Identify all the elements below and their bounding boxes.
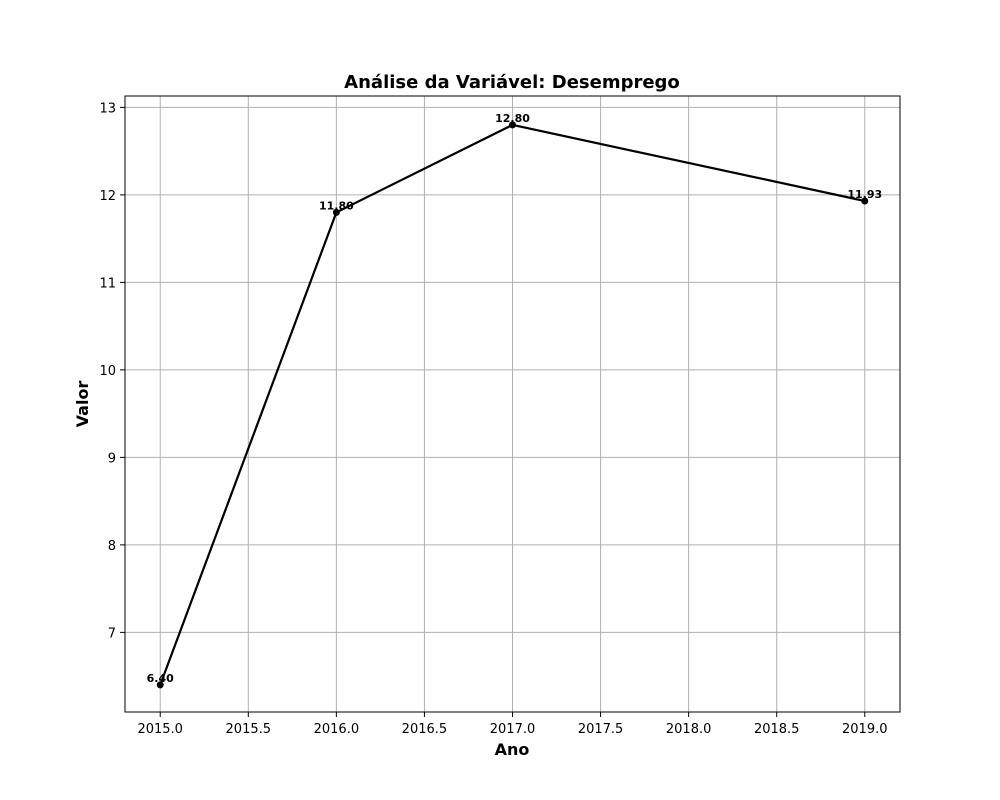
x-tick-label: 2016.0 [314, 722, 360, 737]
data-label: 11.93 [847, 188, 882, 201]
y-axis-label: Valor [73, 381, 92, 428]
x-tick-label: 2018.5 [754, 722, 800, 737]
y-tick-label: 7 [108, 626, 116, 641]
data-label: 6.40 [147, 672, 174, 685]
x-tick-label: 2015.0 [137, 722, 183, 737]
tick-layer: 2015.0 2015.5 2016.0 2016.5 2017.0 2017.5 2018… [99, 101, 887, 737]
series-line [159, 123, 866, 686]
y-tick-label: 8 [108, 539, 116, 554]
grid-layer [125, 96, 900, 712]
x-tick-label: 2016.5 [402, 722, 448, 737]
y-tick-label: 11 [99, 276, 116, 291]
chart-title: Análise da Variável: Desemprego [344, 72, 680, 93]
y-tick-label: 12 [99, 189, 116, 204]
data-point [861, 197, 869, 205]
data-label: 11.80 [319, 199, 354, 212]
x-axis-label: Ano [495, 740, 530, 759]
x-tick-label: 2017.0 [490, 722, 536, 737]
x-tick-label: 2015.5 [226, 722, 272, 737]
plot-frame [124, 95, 901, 713]
data-point [156, 681, 164, 689]
x-tick-label: 2018.0 [666, 722, 712, 737]
y-tick-label: 13 [99, 101, 116, 116]
series-layer: 6.40 11.80 12.80 11.93 [147, 112, 882, 689]
x-tick-label: 2019.0 [842, 722, 888, 737]
data-point [509, 121, 516, 129]
x-tick-label: 2017.5 [578, 722, 624, 737]
y-tick-label: 10 [99, 364, 116, 379]
data-label: 12.80 [495, 112, 530, 125]
data-point [332, 208, 340, 216]
y-tick-label: 9 [108, 451, 116, 466]
